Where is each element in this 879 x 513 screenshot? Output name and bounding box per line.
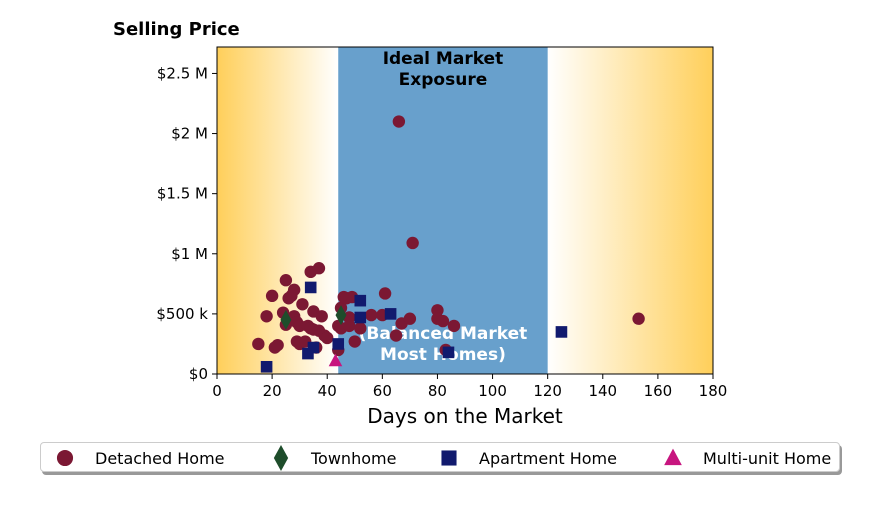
legend-label: Detached Home — [95, 448, 225, 468]
detached-home-point — [447, 319, 461, 333]
legend-label: Townhome — [311, 448, 397, 468]
detached-home-point — [354, 322, 367, 335]
apartment-home-point — [307, 341, 320, 354]
x-tick-label: 20 — [263, 382, 282, 400]
legend: Detached Home Townhome Apartment Home Multi… — [40, 442, 840, 472]
detached-home-point — [632, 312, 645, 325]
detached-home-point — [436, 314, 450, 328]
detached-home-point — [365, 308, 378, 322]
townhome-point — [280, 309, 292, 330]
y-tick-label: $1.5 M — [157, 185, 208, 203]
x-tick-label: 180 — [699, 382, 728, 400]
y-tick-label: $1 M — [171, 245, 208, 263]
apartment-home-point — [260, 360, 273, 373]
region-label-top-line: Exposure — [399, 70, 488, 90]
detached-home-point — [403, 312, 417, 325]
region-label-top-line: Ideal Market — [383, 49, 504, 69]
detached-home-point — [343, 319, 356, 333]
legend-item: Multi-unit Home — [661, 443, 831, 473]
plot-frame — [216, 46, 714, 375]
apartment-home-point — [354, 294, 367, 307]
detached-home-point — [296, 298, 309, 311]
townhome-legend-marker — [273, 445, 289, 471]
detached-home-point — [389, 329, 403, 342]
x-tick-label: 100 — [478, 382, 507, 400]
detached-home-point — [378, 287, 392, 300]
y-tick-label: $0 — [189, 365, 208, 383]
background-right-gradient — [547, 47, 713, 374]
detached-home-point — [271, 338, 284, 352]
legend-item: Apartment Home — [437, 443, 617, 473]
detached-home-point — [348, 335, 361, 348]
legend-item: Detached Home — [53, 443, 225, 473]
multi-unit-home-legend-marker — [664, 448, 682, 466]
apartment-home-point — [302, 347, 314, 360]
detached-home-point — [315, 310, 328, 323]
detached-home-point — [312, 262, 326, 275]
legend-label: Apartment Home — [479, 448, 617, 468]
detached-home-legend-marker — [56, 449, 74, 467]
x-tick-label: 120 — [533, 382, 562, 400]
x-tick-label: 140 — [588, 382, 617, 400]
x-tick-label: 160 — [644, 382, 673, 400]
apartment-home-point — [555, 326, 568, 338]
y-tick-label: $2.5 M — [157, 64, 208, 82]
detached-home-point — [321, 331, 334, 345]
legend-item: Townhome — [269, 443, 396, 473]
y-tick-label: $2 M — [171, 125, 208, 143]
detached-home-point — [260, 310, 273, 323]
detached-home-point — [279, 274, 293, 287]
x-tick-label: 0 — [212, 382, 222, 400]
townhome-point — [335, 305, 347, 326]
chart-title: Selling Price — [113, 19, 240, 40]
y-tick-label: $500 k — [156, 305, 208, 323]
x-axis-label: Days on the Market — [367, 404, 563, 428]
detached-home-point — [287, 283, 301, 297]
x-tick-label: 80 — [428, 382, 447, 400]
multi-unit-home-point — [328, 353, 343, 367]
apartment-home-point — [442, 346, 455, 359]
apartment-home-point — [304, 281, 317, 294]
apartment-home-point — [384, 308, 397, 320]
detached-home-point — [392, 115, 406, 128]
x-tick-label: 60 — [373, 382, 392, 400]
detached-home-point — [252, 337, 265, 351]
apartment-home-point — [354, 311, 367, 324]
apartment-home-legend-marker — [441, 450, 457, 466]
detached-home-point — [406, 236, 419, 250]
x-tick-label: 40 — [318, 382, 337, 400]
legend-label: Multi-unit Home — [703, 448, 832, 468]
apartment-home-point — [332, 338, 345, 350]
detached-home-point — [265, 289, 279, 303]
